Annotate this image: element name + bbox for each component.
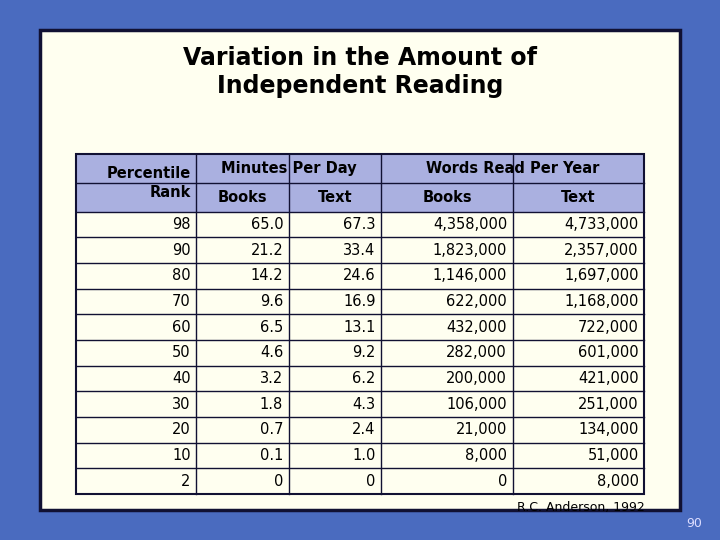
Text: 40: 40	[172, 371, 191, 386]
Text: 282,000: 282,000	[446, 346, 507, 360]
Text: Variation in the Amount of
Independent Reading: Variation in the Amount of Independent R…	[183, 46, 537, 98]
Bar	[76, 154, 644, 494]
Text: 16.9: 16.9	[343, 294, 376, 309]
Text: Percentile
Rank: Percentile Rank	[107, 166, 191, 200]
Text: 51,000: 51,000	[588, 448, 639, 463]
Text: 98: 98	[172, 217, 191, 232]
Text: 421,000: 421,000	[578, 371, 639, 386]
Bar	[76, 154, 644, 212]
Text: Books: Books	[423, 190, 472, 205]
Text: R.C. Anderson, 1992: R.C. Anderson, 1992	[517, 501, 644, 514]
Text: 0: 0	[498, 474, 507, 489]
Text: 1.8: 1.8	[260, 397, 283, 412]
Text: 21,000: 21,000	[456, 422, 507, 437]
Text: 722,000: 722,000	[577, 320, 639, 335]
Text: 13.1: 13.1	[343, 320, 376, 335]
Text: 134,000: 134,000	[578, 422, 639, 437]
Text: 2,357,000: 2,357,000	[564, 243, 639, 258]
Text: 251,000: 251,000	[578, 397, 639, 412]
Text: 9.2: 9.2	[352, 346, 376, 360]
Text: Text: Text	[562, 190, 596, 205]
Text: 1,146,000: 1,146,000	[433, 268, 507, 284]
Text: 1,168,000: 1,168,000	[564, 294, 639, 309]
Text: Books: Books	[218, 190, 268, 205]
Text: 24.6: 24.6	[343, 268, 376, 284]
Text: 9.6: 9.6	[260, 294, 283, 309]
Text: 622,000: 622,000	[446, 294, 507, 309]
Text: 432,000: 432,000	[446, 320, 507, 335]
Text: 200,000: 200,000	[446, 371, 507, 386]
Text: 6.5: 6.5	[260, 320, 283, 335]
Text: 65.0: 65.0	[251, 217, 283, 232]
Text: 1.0: 1.0	[352, 448, 376, 463]
Text: 50: 50	[172, 346, 191, 360]
Text: 4,358,000: 4,358,000	[433, 217, 507, 232]
Text: 0.7: 0.7	[260, 422, 283, 437]
Text: 8,000: 8,000	[597, 474, 639, 489]
Text: 3.2: 3.2	[260, 371, 283, 386]
Text: 6.2: 6.2	[352, 371, 376, 386]
Text: 90: 90	[172, 243, 191, 258]
Text: 1,697,000: 1,697,000	[564, 268, 639, 284]
Text: 21.2: 21.2	[251, 243, 283, 258]
Text: 106,000: 106,000	[446, 397, 507, 412]
Text: 20: 20	[172, 422, 191, 437]
Text: Words Read Per Year: Words Read Per Year	[426, 161, 600, 176]
Text: 4.6: 4.6	[260, 346, 283, 360]
Text: 90: 90	[686, 517, 702, 530]
Text: 0: 0	[274, 474, 283, 489]
Text: 0.1: 0.1	[260, 448, 283, 463]
Text: 80: 80	[172, 268, 191, 284]
Text: 1,823,000: 1,823,000	[433, 243, 507, 258]
Text: 4,733,000: 4,733,000	[564, 217, 639, 232]
Text: 67.3: 67.3	[343, 217, 376, 232]
Text: 33.4: 33.4	[343, 243, 376, 258]
Bar	[40, 30, 680, 510]
Text: 70: 70	[172, 294, 191, 309]
Text: Minutes Per Day: Minutes Per Day	[221, 161, 356, 176]
Text: 2.4: 2.4	[352, 422, 376, 437]
Text: Text: Text	[318, 190, 352, 205]
Text: 0: 0	[366, 474, 376, 489]
Text: 8,000: 8,000	[465, 448, 507, 463]
Text: 10: 10	[172, 448, 191, 463]
Text: 30: 30	[172, 397, 191, 412]
Text: 14.2: 14.2	[251, 268, 283, 284]
Text: 4.3: 4.3	[353, 397, 376, 412]
Text: 601,000: 601,000	[578, 346, 639, 360]
Text: 60: 60	[172, 320, 191, 335]
Text: 2: 2	[181, 474, 191, 489]
Bar	[76, 212, 644, 494]
